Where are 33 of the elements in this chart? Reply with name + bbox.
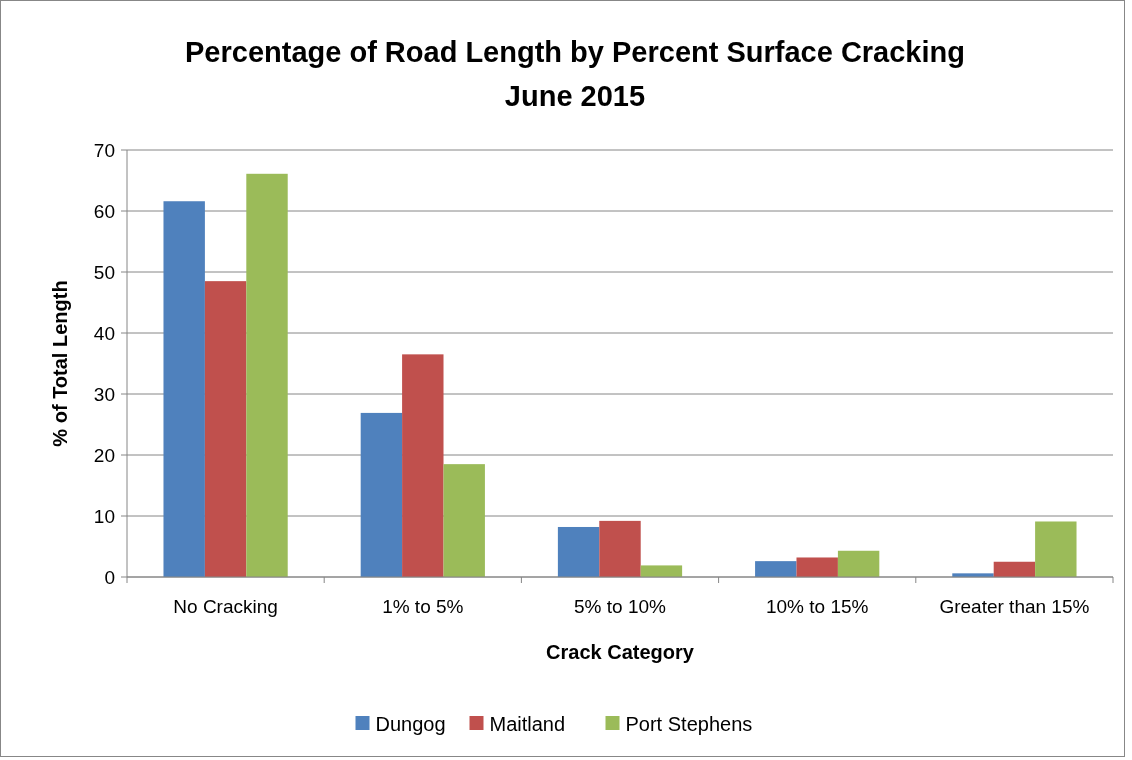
chart-title: Percentage of Road Length by Percent Surface Cracking June 2015	[185, 36, 965, 112]
y-tick-label: 40	[93, 322, 115, 344]
bar	[246, 173, 288, 577]
bar	[402, 354, 444, 577]
bar	[443, 464, 485, 577]
y-tick-label: 30	[93, 383, 115, 405]
bar	[993, 561, 1036, 577]
y-tick-label: 50	[93, 261, 115, 283]
bar	[163, 201, 205, 577]
bar	[599, 520, 641, 577]
y-tick-label: 20	[93, 444, 115, 466]
y-tick-label: 10	[93, 505, 115, 527]
bar	[557, 526, 600, 577]
y-tick-label: 70	[93, 139, 115, 161]
bar	[796, 557, 838, 577]
y-tick-label: 60	[93, 200, 115, 222]
legend-label: Maitland	[489, 713, 566, 735]
x-tick-label: 1% to 5%	[382, 596, 464, 617]
x-tick-label: No Cracking	[173, 596, 278, 617]
bar	[204, 281, 247, 577]
bar	[360, 412, 403, 577]
bar	[755, 561, 797, 577]
y-axis-title: % of Total Length	[49, 280, 71, 447]
legend-label: Port Stephens	[625, 713, 753, 735]
x-tick-label: 10% to 15%	[765, 596, 869, 617]
legend-label: Dungog	[375, 713, 446, 735]
x-axis-title: Crack Category	[546, 641, 695, 663]
bar	[640, 565, 683, 577]
x-tick-label: Greater than 15%	[939, 596, 1090, 617]
bar	[837, 550, 880, 577]
y-tick-label: 0	[104, 566, 115, 588]
bar	[1035, 521, 1077, 577]
x-tick-label: 5% to 10%	[574, 596, 667, 617]
